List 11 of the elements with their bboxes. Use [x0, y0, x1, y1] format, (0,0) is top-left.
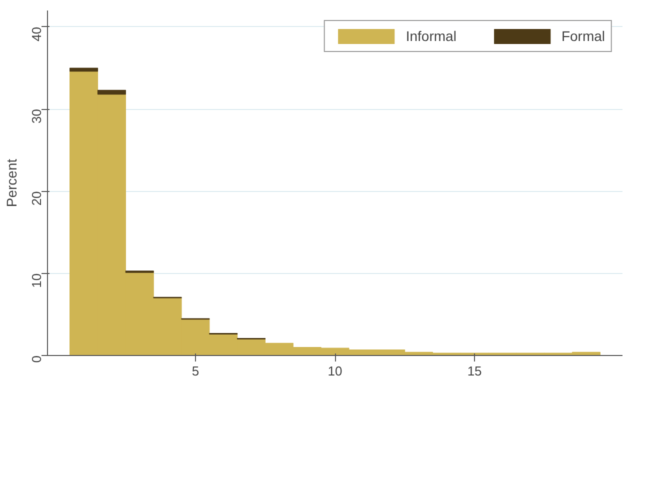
- x-tick-label: 15: [467, 364, 482, 378]
- legend-label: Informal: [406, 28, 456, 44]
- y-axis-title: Percent: [4, 158, 20, 208]
- y-tick-label: 40: [29, 26, 44, 42]
- x-tick-label: 5: [192, 364, 200, 378]
- y-tick-label: 10: [29, 273, 44, 288]
- y-tick-label: 30: [29, 109, 44, 124]
- x-tick-label: 10: [328, 364, 342, 378]
- y-tick-label: 0: [29, 355, 44, 363]
- y-tick-label: 20: [29, 191, 44, 206]
- legend-label: Formal: [561, 28, 605, 44]
